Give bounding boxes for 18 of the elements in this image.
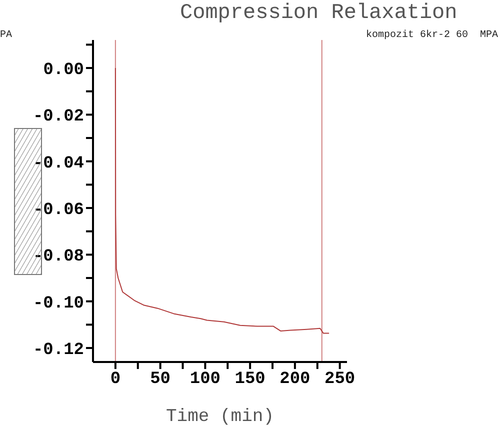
y-tick-label: 0.00 (43, 61, 84, 80)
text: PA (0, 30, 12, 41)
y-tick-label: -0.02 (32, 108, 84, 127)
x-tick-label: 200 (280, 370, 310, 390)
x-tick-label: 250 (324, 370, 356, 390)
y-tick-label: -0.04 (32, 154, 84, 174)
x-tick-label: 150 (234, 370, 266, 390)
x-axis-title: Time (min) (166, 407, 274, 427)
line-series (114, 68, 330, 334)
x-tick-label: 50 (150, 370, 171, 390)
y-tick-label: -0.08 (32, 248, 84, 267)
x-tick-label: 0 (110, 370, 121, 390)
chart-title: Compression Relaxation (180, 2, 458, 25)
y-tick-label: -0.10 (32, 294, 84, 314)
y-tick-label: -0.06 (32, 201, 84, 220)
text: kompozit 6kr-2 60 MPA (366, 30, 498, 41)
y-tick-label: -0.12 (32, 341, 84, 360)
x-tick-label: 100 (190, 370, 220, 390)
